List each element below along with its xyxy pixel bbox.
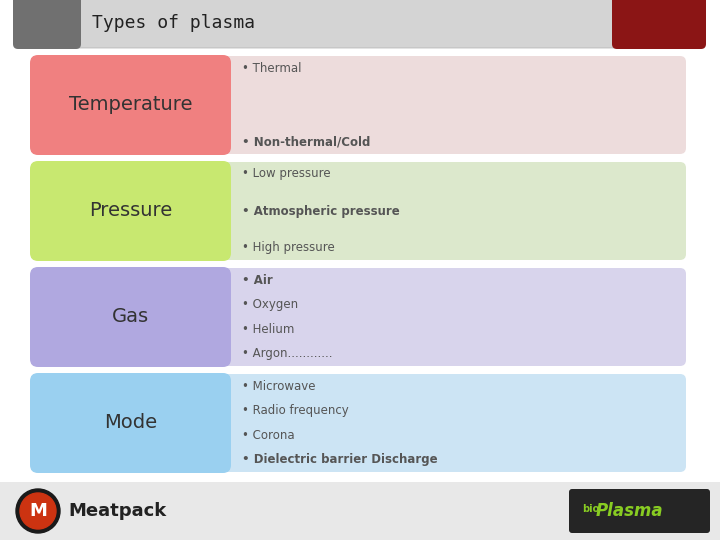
Text: Meatpack: Meatpack bbox=[68, 502, 166, 520]
FancyBboxPatch shape bbox=[49, 0, 671, 48]
Text: Temperature: Temperature bbox=[68, 96, 192, 114]
Text: Types of plasma: Types of plasma bbox=[92, 14, 255, 32]
FancyBboxPatch shape bbox=[30, 55, 231, 155]
FancyBboxPatch shape bbox=[30, 373, 231, 473]
FancyBboxPatch shape bbox=[30, 267, 231, 367]
Text: Pressure: Pressure bbox=[89, 201, 172, 220]
Text: • Helium: • Helium bbox=[242, 323, 294, 336]
Circle shape bbox=[20, 493, 56, 529]
Text: • Non-thermal/Cold: • Non-thermal/Cold bbox=[242, 136, 370, 148]
Text: • Low pressure: • Low pressure bbox=[242, 167, 330, 180]
Circle shape bbox=[16, 489, 60, 533]
Text: • Thermal: • Thermal bbox=[242, 62, 302, 75]
Text: Mode: Mode bbox=[104, 414, 157, 433]
FancyBboxPatch shape bbox=[215, 162, 686, 260]
FancyBboxPatch shape bbox=[30, 161, 231, 261]
Text: • Microwave: • Microwave bbox=[242, 380, 315, 393]
FancyBboxPatch shape bbox=[13, 0, 81, 49]
Text: • High pressure: • High pressure bbox=[242, 241, 335, 254]
Text: Plasma: Plasma bbox=[596, 502, 664, 520]
Text: • Argon............: • Argon............ bbox=[242, 348, 333, 361]
Text: • Oxygen: • Oxygen bbox=[242, 298, 298, 311]
FancyBboxPatch shape bbox=[0, 482, 720, 540]
Text: • Air: • Air bbox=[242, 273, 273, 287]
Text: bio: bio bbox=[582, 504, 599, 514]
FancyBboxPatch shape bbox=[612, 0, 706, 49]
Text: M: M bbox=[29, 502, 47, 520]
Text: • Dielectric barrier Discharge: • Dielectric barrier Discharge bbox=[242, 454, 438, 467]
Text: • Radio frequency: • Radio frequency bbox=[242, 404, 348, 417]
FancyBboxPatch shape bbox=[215, 56, 686, 154]
FancyBboxPatch shape bbox=[215, 268, 686, 366]
FancyBboxPatch shape bbox=[215, 374, 686, 472]
Text: • Atmospheric pressure: • Atmospheric pressure bbox=[242, 205, 400, 218]
FancyBboxPatch shape bbox=[569, 489, 710, 533]
Text: • Corona: • Corona bbox=[242, 429, 294, 442]
Text: Gas: Gas bbox=[112, 307, 149, 327]
